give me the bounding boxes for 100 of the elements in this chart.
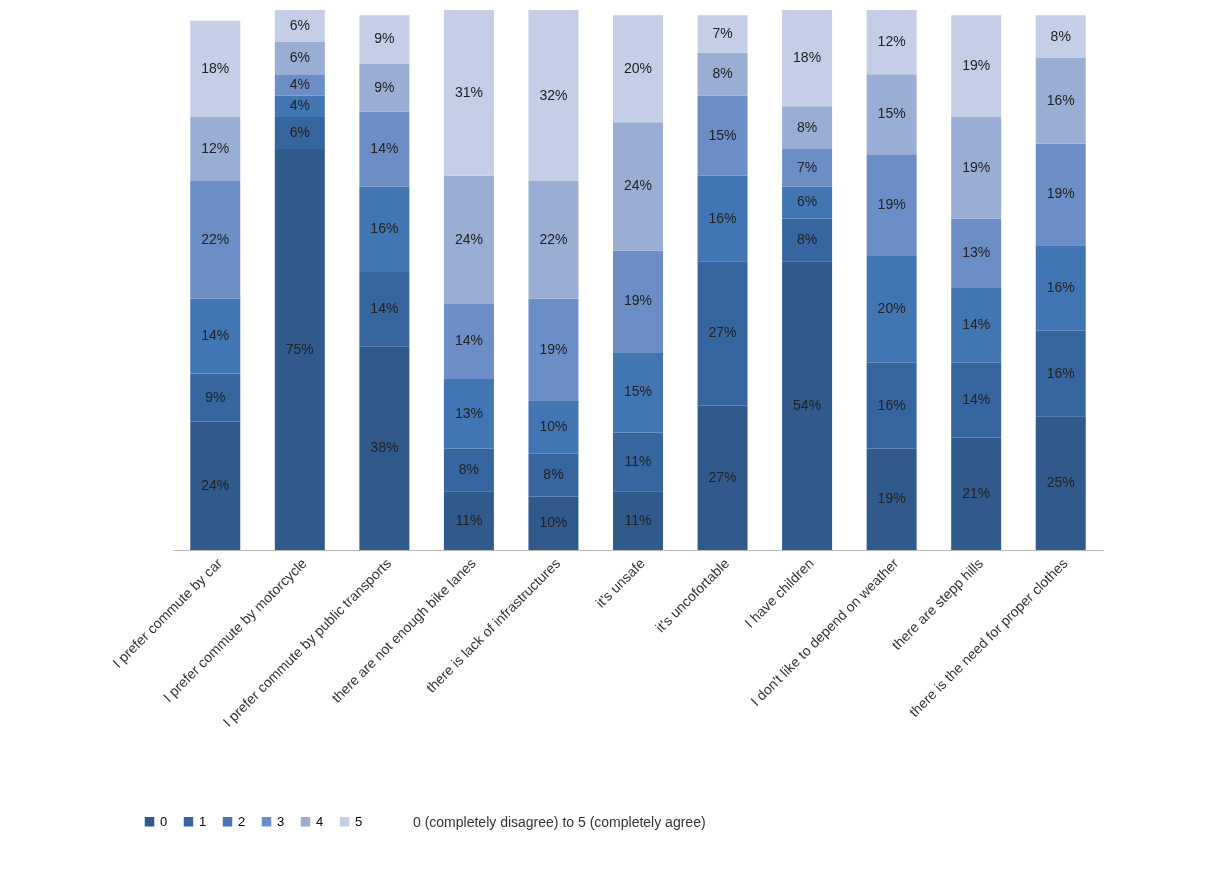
data-label: 27% — [708, 468, 737, 485]
data-label: 16% — [877, 396, 906, 413]
data-label: 32% — [539, 86, 568, 103]
bar — [782, 218, 833, 262]
bar — [697, 15, 748, 53]
data-label: 6% — [796, 193, 818, 210]
bar — [190, 298, 241, 374]
bar — [274, 42, 325, 75]
data-label: 20% — [623, 59, 653, 76]
bar — [1035, 245, 1086, 331]
bar — [359, 186, 410, 272]
data-label: 14% — [201, 327, 230, 344]
bar — [1035, 330, 1086, 417]
legend-label: 0 — [160, 813, 168, 829]
bar — [443, 448, 494, 492]
data-label: 19% — [623, 292, 653, 309]
data-label: 8% — [796, 118, 818, 135]
bar — [866, 74, 917, 155]
bar — [951, 437, 1002, 550]
bar — [782, 261, 833, 550]
bar — [782, 10, 833, 107]
bar — [782, 186, 833, 219]
bar — [866, 362, 917, 449]
bar — [782, 149, 833, 187]
data-label: 10% — [539, 418, 568, 435]
data-label: 19% — [1046, 185, 1075, 202]
data-label: 22% — [201, 230, 230, 247]
data-label: 14% — [962, 391, 991, 408]
data-label: 11% — [624, 452, 652, 469]
bar — [697, 261, 748, 406]
data-label: 7% — [796, 158, 818, 175]
legend-label: 3 — [277, 813, 285, 829]
bar — [359, 111, 410, 187]
bar — [951, 218, 1002, 289]
bar — [359, 271, 410, 347]
bar — [443, 175, 494, 305]
bar — [951, 116, 1002, 219]
data-label: 15% — [708, 126, 737, 143]
data-label: 7% — [712, 25, 733, 42]
bar — [274, 10, 325, 43]
data-label: 16% — [708, 209, 737, 226]
bar — [1035, 416, 1086, 550]
data-label: 9% — [374, 30, 395, 47]
data-label: 16% — [1046, 279, 1075, 296]
bar — [613, 432, 663, 492]
bar — [190, 116, 241, 182]
bar — [613, 250, 663, 353]
data-label: 13% — [962, 244, 991, 261]
bar — [697, 405, 748, 550]
bar — [190, 181, 241, 299]
bar — [443, 378, 494, 449]
bar — [697, 52, 748, 96]
bar — [528, 10, 579, 182]
data-label: 16% — [370, 220, 399, 237]
data-label: 22% — [539, 230, 568, 247]
data-label: 11% — [624, 511, 652, 528]
data-label: 19% — [539, 340, 568, 357]
data-label: 13% — [454, 404, 483, 421]
data-label: 8% — [1050, 27, 1071, 44]
data-label: 19% — [877, 490, 906, 507]
data-label: 4% — [289, 97, 310, 114]
data-label: 6% — [289, 123, 310, 140]
bar — [951, 362, 1002, 438]
bar — [359, 63, 410, 112]
data-label: 54% — [793, 396, 822, 413]
data-label: 75% — [285, 340, 314, 357]
data-label: 24% — [623, 177, 653, 194]
bar — [951, 15, 1002, 117]
data-label: 6% — [289, 17, 310, 34]
data-label: 16% — [1046, 91, 1075, 108]
bar — [866, 255, 917, 363]
legend-label: 2 — [238, 813, 246, 829]
text: 0 (completely disagree) to 5 (completely agree) — [413, 814, 706, 830]
bar — [782, 106, 833, 150]
bar — [443, 304, 494, 379]
bar — [697, 95, 748, 176]
data-label: 18% — [201, 59, 230, 76]
data-label: 19% — [962, 158, 991, 175]
data-label: 24% — [201, 476, 230, 493]
bar — [1035, 58, 1086, 144]
data-label: 12% — [877, 33, 906, 50]
bar — [528, 181, 579, 299]
bar — [613, 122, 663, 251]
bar — [190, 373, 241, 422]
bar — [359, 346, 410, 550]
data-label: 14% — [454, 332, 483, 349]
data-label: 8% — [712, 65, 733, 82]
legend-label: 4 — [316, 813, 324, 829]
data-label: 14% — [370, 140, 399, 157]
data-label: 9% — [205, 388, 226, 405]
bar — [274, 116, 325, 150]
bar — [443, 491, 494, 550]
bar — [866, 10, 917, 75]
bar — [528, 298, 579, 401]
data-label: 27% — [708, 324, 737, 341]
data-label: 11% — [455, 511, 483, 528]
data-label: 15% — [877, 105, 906, 122]
data-label: 14% — [962, 316, 991, 333]
bar — [528, 453, 579, 497]
legend-label: 1 — [199, 813, 207, 829]
